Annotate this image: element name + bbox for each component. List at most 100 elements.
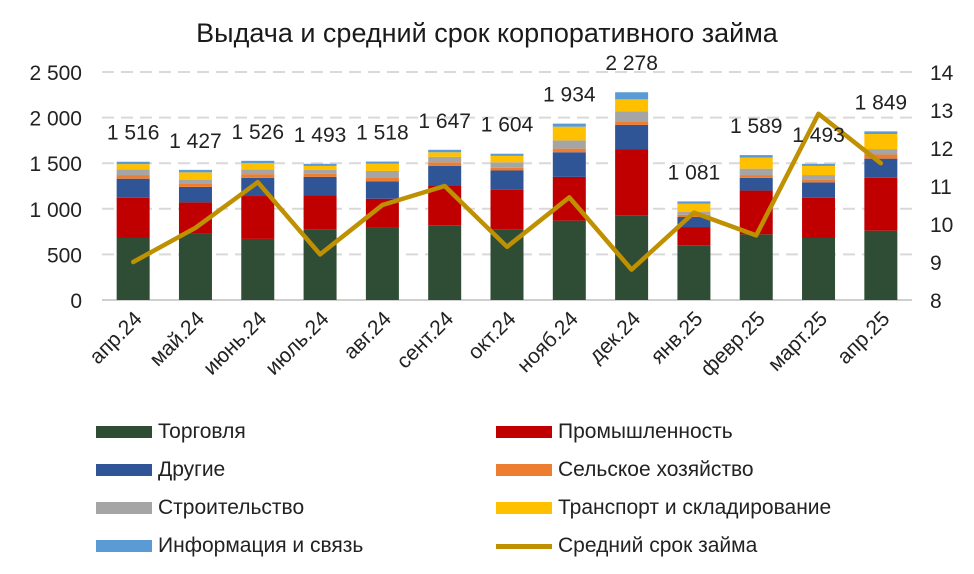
total-data-label: 1 526 — [231, 121, 284, 144]
bar-segment — [428, 186, 462, 226]
bar-segment — [864, 158, 898, 178]
x-tick-label: нояб.24 — [513, 307, 583, 377]
total-data-label: 1 589 — [730, 115, 783, 138]
bar-segment — [178, 179, 212, 184]
y-right-tick-label: 11 — [930, 176, 952, 199]
bar-segment — [116, 161, 150, 165]
bar-segment — [552, 123, 586, 127]
total-data-label: 1 849 — [855, 91, 908, 114]
bar-segment — [864, 134, 898, 150]
bar-segment — [428, 149, 462, 153]
bar-segment — [365, 181, 399, 199]
bar-segment — [739, 175, 773, 178]
x-tick-label: окт.24 — [464, 307, 521, 364]
bar-segment — [490, 153, 524, 156]
bar-segment — [490, 189, 524, 230]
bar-segment — [864, 149, 898, 155]
chart-title: Выдача и средний срок корпоративного зай… — [196, 18, 779, 48]
legend-swatch — [496, 502, 552, 514]
bar-segment — [677, 214, 711, 218]
bar-segment — [241, 238, 275, 300]
bar-segment — [303, 163, 337, 166]
bar-segment — [802, 163, 836, 166]
y-right-tick-label: 10 — [930, 214, 953, 237]
y-left-tick-label: 2 000 — [29, 108, 82, 131]
legend-item: Транспорт и складирование — [496, 496, 831, 520]
bar-segment — [739, 234, 773, 300]
bar-segment — [428, 156, 462, 163]
total-data-label: 1 516 — [107, 122, 160, 145]
bar-segment — [241, 163, 275, 170]
line-layer — [130, 111, 884, 272]
bar-segment — [490, 162, 524, 168]
total-data-label: 1 081 — [668, 161, 721, 184]
bar-segment — [490, 229, 524, 300]
bar-segment — [739, 157, 773, 169]
bar-segment — [241, 196, 275, 239]
bar-segment — [615, 124, 649, 150]
bars-layer — [116, 92, 898, 300]
bar-segment — [677, 217, 711, 228]
bar-segment — [615, 92, 649, 100]
y-left-tick-label: 0 — [70, 290, 82, 313]
bar-segment — [552, 148, 586, 153]
legend-item: Промышленность — [496, 420, 733, 444]
bar-segment — [615, 149, 649, 216]
total-data-label: 1 518 — [356, 122, 409, 145]
bar-segment — [365, 163, 399, 171]
x-tick-label: апр.25 — [833, 307, 894, 368]
bar-segment — [178, 172, 212, 180]
bar-segment — [241, 169, 275, 175]
bar-segment — [365, 161, 399, 164]
legend-label: Торговля — [158, 420, 246, 443]
x-tick-label: март.25 — [764, 307, 832, 375]
bar-segment — [739, 177, 773, 191]
bar-segment — [802, 197, 836, 238]
legend-label: Сельское хозяйство — [558, 458, 754, 481]
bar-segment — [303, 195, 337, 230]
legend-swatch — [496, 426, 552, 438]
totals-layer: 1 516 1 427 1 526 1 493 1 518 1 647 1 604 1 934… — [107, 52, 907, 184]
bar-segment — [864, 131, 898, 135]
legend-label: Информация и связь — [158, 534, 364, 557]
y-left-tick-label: 2 500 — [29, 62, 82, 85]
legend-swatch — [96, 464, 152, 476]
bar-segment — [864, 154, 898, 159]
y-left-tick-label: 1 000 — [29, 199, 82, 222]
legend-item: Сельское хозяйство — [496, 458, 754, 482]
total-data-label: 1 493 — [792, 124, 845, 147]
y-axis-right: 8 9 10 11 12 13 14 — [930, 62, 954, 313]
total-data-label: 1 604 — [481, 114, 534, 137]
legend-label: Транспорт и складирование — [558, 496, 832, 519]
bar-segment — [428, 162, 462, 166]
bar-segment — [428, 152, 462, 157]
bar-segment — [116, 169, 150, 176]
bar-segment — [303, 165, 337, 171]
total-data-label: 1 493 — [294, 124, 347, 147]
bar-segment — [802, 182, 836, 198]
bar-segment — [178, 186, 212, 203]
bar-segment — [677, 245, 711, 300]
bar-segment — [428, 165, 462, 186]
x-tick-label: февр.25 — [696, 307, 770, 381]
x-tick-label: апр.24 — [85, 307, 147, 369]
bar-segment — [490, 170, 524, 190]
legend-label: Промышленность — [558, 420, 733, 443]
chart-svg: Выдача и средний срок корпоративного зай… — [29, 18, 954, 381]
bar-segment — [615, 121, 649, 125]
bar-segment — [365, 227, 399, 300]
bar-segment — [677, 201, 711, 204]
bar-segment — [365, 170, 399, 178]
bar-segment — [802, 179, 836, 183]
y-left-tick-label: 1 500 — [29, 153, 82, 176]
y-left-tick-label: 500 — [47, 244, 82, 267]
legend-item: Другие — [96, 458, 225, 482]
bar-segment — [677, 203, 711, 212]
bar-segment — [552, 220, 586, 300]
y-right-tick-label: 13 — [930, 100, 953, 123]
bar-segment — [303, 173, 337, 177]
bar-segment — [116, 237, 150, 300]
y-axis-left: 0 500 1 000 1 500 2 000 2 500 — [29, 62, 82, 313]
bar-segment — [864, 177, 898, 231]
